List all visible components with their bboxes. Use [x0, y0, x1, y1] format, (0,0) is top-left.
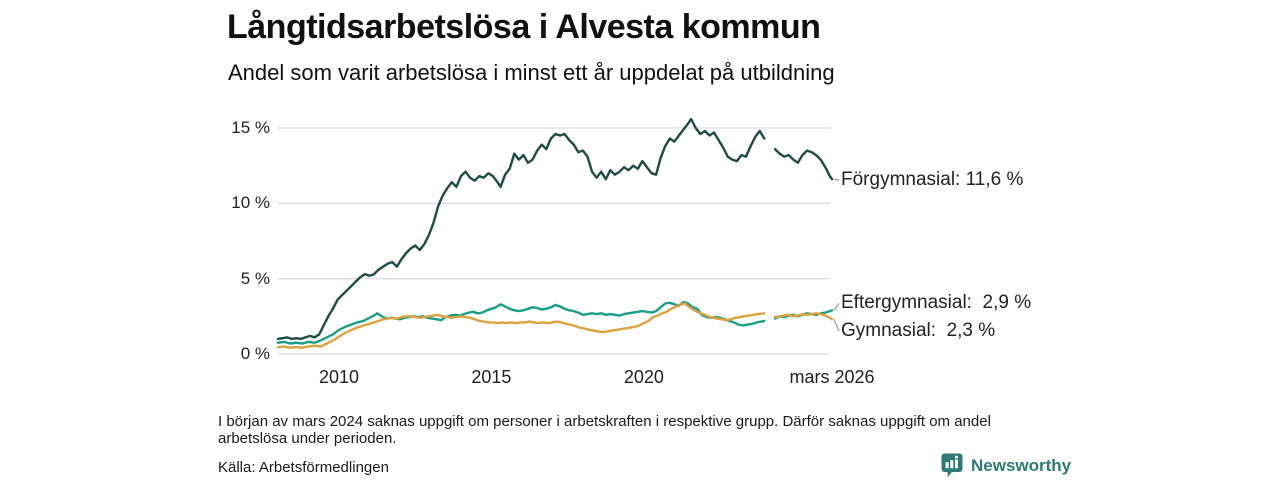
footnote-text: I början av mars 2024 saknas uppgift om …	[218, 413, 991, 447]
page-title: Långtidsarbetslösa i Alvesta kommun	[227, 8, 821, 46]
y-tick-label: 5 %	[240, 268, 270, 288]
chart-subtitle: Andel som varit arbetslösa i minst ett å…	[228, 60, 835, 85]
series-line-eftergymnasial	[276, 300, 766, 345]
series-line-förgymnasial	[276, 117, 766, 341]
series-line-förgymnasial	[773, 147, 834, 181]
x-tick-label: 2010	[318, 367, 359, 387]
x-tick-label: mars 2026	[789, 367, 875, 387]
gridlines	[278, 127, 830, 355]
series-line-gymnasial	[773, 312, 834, 321]
end-label-eftergymnasial: Eftergymnasial: 2,9 %	[841, 292, 1032, 314]
newsworthy-wordmark: Newsworthy	[971, 455, 1072, 475]
end-label-connector	[833, 302, 840, 311]
source-text: Källa: Arbetsförmedlingen	[218, 459, 389, 476]
y-tick-label: 15 %	[231, 118, 270, 137]
end-label-connector	[833, 319, 840, 332]
y-tick-label: 10 %	[231, 193, 270, 213]
end-label-connector	[833, 178, 840, 181]
x-tick-label: 2020	[623, 367, 664, 387]
y-tick-label: 0 %	[240, 344, 270, 363]
series-line-gymnasial	[276, 302, 766, 349]
bar-chart-speech-bubble-icon	[941, 453, 964, 478]
newsworthy-logo-link[interactable]: Newsworthy	[941, 453, 1071, 478]
end-label-förgymnasial: Förgymnasial: 11,6 %	[841, 169, 1024, 191]
x-tick-label: 2015	[471, 367, 512, 387]
end-label-gymnasial: Gymnasial: 2,3 %	[841, 320, 996, 342]
label-connectors	[833, 178, 840, 332]
series-lines	[276, 117, 834, 349]
